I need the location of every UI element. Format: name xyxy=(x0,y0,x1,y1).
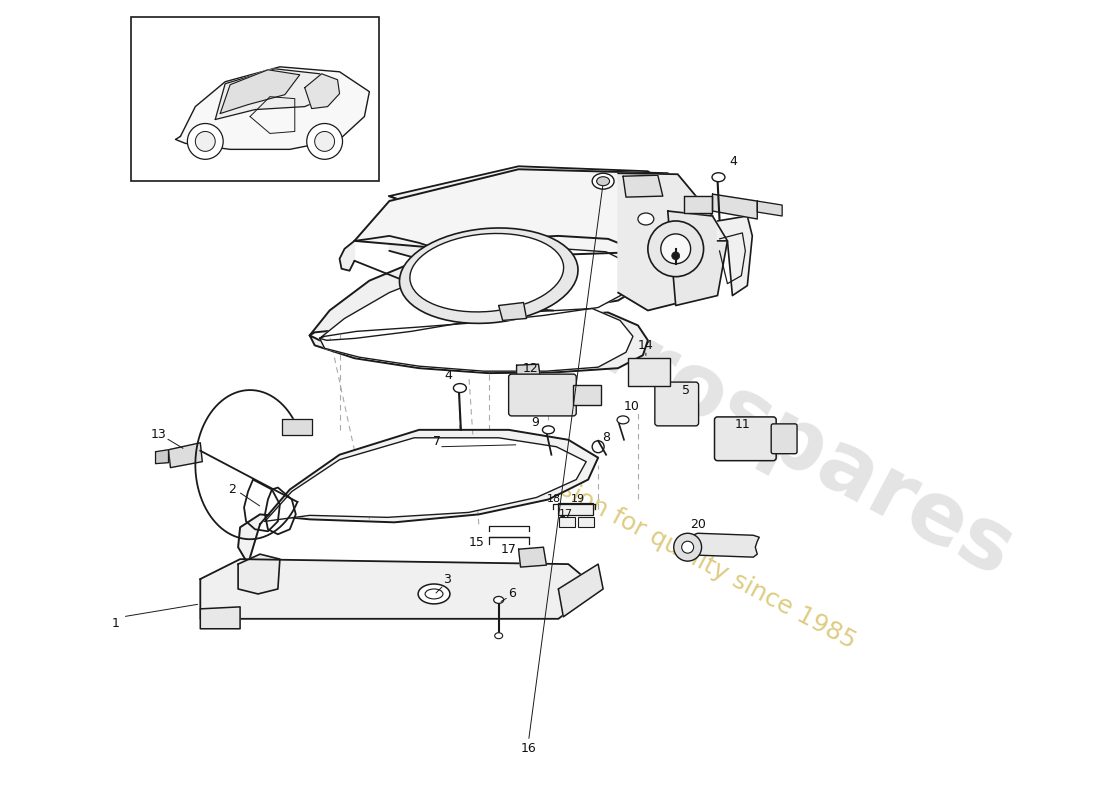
Circle shape xyxy=(196,131,216,151)
Ellipse shape xyxy=(399,228,578,323)
Bar xyxy=(559,503,593,515)
Text: 4: 4 xyxy=(444,369,452,382)
Polygon shape xyxy=(216,69,340,119)
Text: eurospares: eurospares xyxy=(507,266,1027,594)
Polygon shape xyxy=(238,430,598,564)
Text: 19: 19 xyxy=(571,494,585,505)
Text: 2: 2 xyxy=(228,483,236,496)
Text: 7: 7 xyxy=(433,435,441,448)
Ellipse shape xyxy=(617,416,629,424)
Polygon shape xyxy=(155,450,168,464)
FancyBboxPatch shape xyxy=(654,382,698,426)
Polygon shape xyxy=(283,419,312,435)
Text: 8: 8 xyxy=(602,431,610,444)
Text: 9: 9 xyxy=(531,416,539,430)
FancyBboxPatch shape xyxy=(508,374,576,416)
Ellipse shape xyxy=(638,213,653,225)
Ellipse shape xyxy=(453,383,466,393)
Polygon shape xyxy=(623,175,663,197)
Polygon shape xyxy=(668,211,727,306)
Circle shape xyxy=(307,123,342,159)
Polygon shape xyxy=(175,67,370,150)
Text: 12: 12 xyxy=(522,362,538,374)
Polygon shape xyxy=(717,216,752,295)
Polygon shape xyxy=(168,442,202,468)
Ellipse shape xyxy=(494,597,504,603)
Ellipse shape xyxy=(712,173,725,182)
Polygon shape xyxy=(757,201,782,216)
Circle shape xyxy=(661,234,691,264)
Bar xyxy=(131,17,380,181)
Polygon shape xyxy=(305,74,340,109)
Polygon shape xyxy=(389,196,697,290)
Circle shape xyxy=(592,441,604,453)
Text: 1: 1 xyxy=(112,618,120,630)
Polygon shape xyxy=(498,302,527,321)
Text: a passion for quality since 1985: a passion for quality since 1985 xyxy=(496,445,860,654)
Text: 11: 11 xyxy=(735,418,750,431)
Text: 4: 4 xyxy=(729,155,737,168)
Text: 20: 20 xyxy=(690,518,705,531)
Text: 17: 17 xyxy=(559,510,573,519)
Polygon shape xyxy=(200,607,240,629)
Text: 18: 18 xyxy=(548,494,561,505)
Text: 5: 5 xyxy=(682,383,690,397)
Bar xyxy=(579,518,594,527)
Circle shape xyxy=(315,131,334,151)
Text: 3: 3 xyxy=(443,573,451,586)
Text: 15: 15 xyxy=(469,536,485,549)
Polygon shape xyxy=(618,174,713,310)
Polygon shape xyxy=(559,564,603,617)
Text: 17: 17 xyxy=(500,542,517,556)
Circle shape xyxy=(187,123,223,159)
Polygon shape xyxy=(310,236,652,373)
Text: 13: 13 xyxy=(151,428,166,442)
Polygon shape xyxy=(340,241,354,270)
Ellipse shape xyxy=(425,589,443,599)
Ellipse shape xyxy=(418,584,450,604)
Polygon shape xyxy=(713,194,757,219)
Ellipse shape xyxy=(410,234,563,312)
Polygon shape xyxy=(518,547,547,567)
Polygon shape xyxy=(389,166,697,236)
Circle shape xyxy=(672,252,680,260)
Ellipse shape xyxy=(495,633,503,638)
Polygon shape xyxy=(200,559,598,619)
Polygon shape xyxy=(517,364,540,380)
Polygon shape xyxy=(238,554,279,594)
Polygon shape xyxy=(220,70,300,114)
Text: 16: 16 xyxy=(520,742,537,754)
Text: 6: 6 xyxy=(508,587,516,601)
Polygon shape xyxy=(685,534,759,557)
Ellipse shape xyxy=(596,177,609,186)
Circle shape xyxy=(682,542,694,553)
Ellipse shape xyxy=(542,426,554,434)
Polygon shape xyxy=(320,249,638,371)
FancyBboxPatch shape xyxy=(715,417,777,461)
Text: 14: 14 xyxy=(638,338,653,352)
FancyBboxPatch shape xyxy=(771,424,797,454)
Ellipse shape xyxy=(592,174,614,189)
Bar xyxy=(628,358,670,386)
Polygon shape xyxy=(354,170,713,256)
Circle shape xyxy=(648,221,704,277)
Polygon shape xyxy=(684,196,712,213)
Bar xyxy=(559,518,575,527)
Polygon shape xyxy=(265,438,586,522)
Bar xyxy=(573,385,601,405)
Circle shape xyxy=(673,534,702,561)
Text: 10: 10 xyxy=(624,401,640,414)
